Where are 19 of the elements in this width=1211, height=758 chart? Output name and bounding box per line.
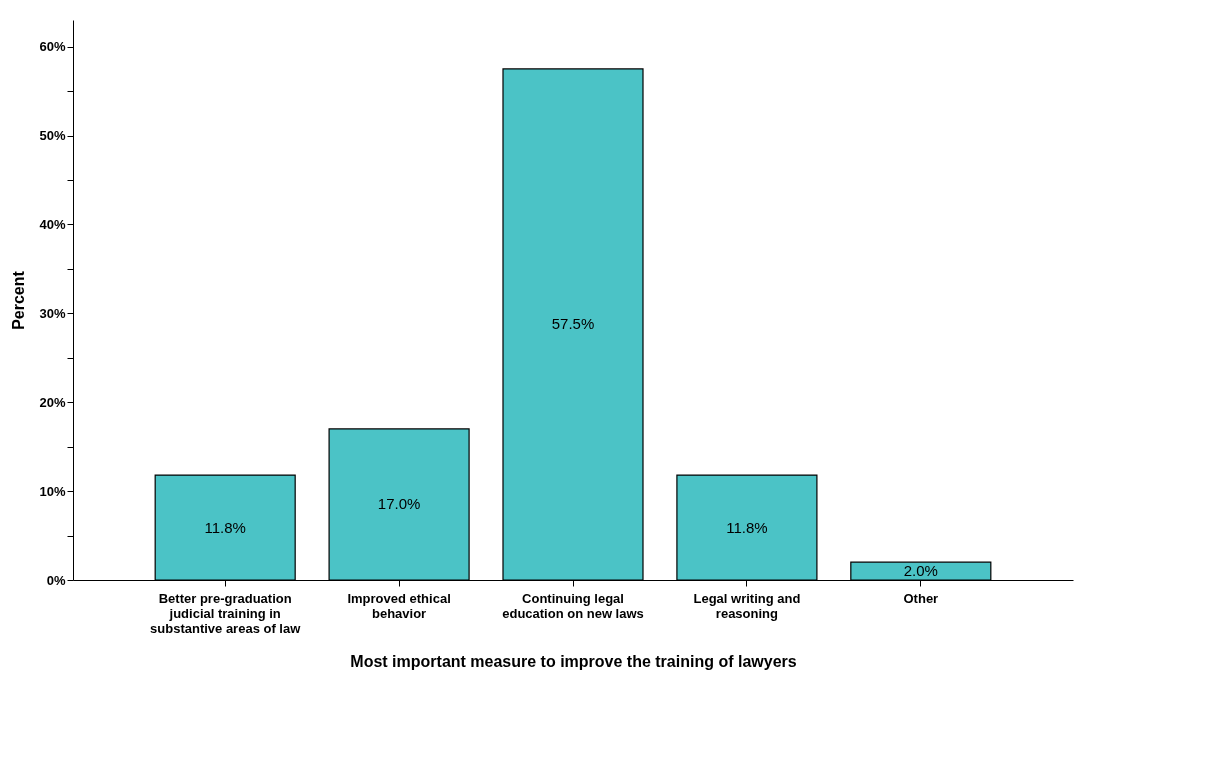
data-label: 11.8% (204, 518, 246, 536)
data-label: 57.5% (551, 315, 595, 333)
y-tick-label: 20% (39, 394, 66, 410)
data-label: 17.0% (377, 495, 421, 513)
y-axis-title: Percent (10, 270, 28, 330)
data-label: 2.0% (903, 562, 938, 580)
x-tick-label: Continuing legal education on new laws (502, 590, 644, 621)
x-tick-label: Legal writing and reasoning (693, 590, 801, 621)
x-axis-title: Most important measure to improve the training of lawyers (350, 652, 797, 670)
x-tick-label: Better pre-graduation judicial training in substantive areas of law (150, 590, 302, 636)
y-tick-label: 10% (39, 483, 66, 499)
data-label: 11.8% (726, 518, 768, 536)
y-tick-label: 0% (46, 572, 66, 588)
y-tick-label: 30% (39, 305, 66, 321)
y-tick-label: 40% (39, 216, 66, 232)
y-tick-label: 50% (39, 128, 66, 144)
x-tick-label: Other (903, 590, 939, 606)
x-tick-label: Improved ethical behavior (347, 590, 451, 621)
y-tick-label: 60% (39, 39, 66, 55)
